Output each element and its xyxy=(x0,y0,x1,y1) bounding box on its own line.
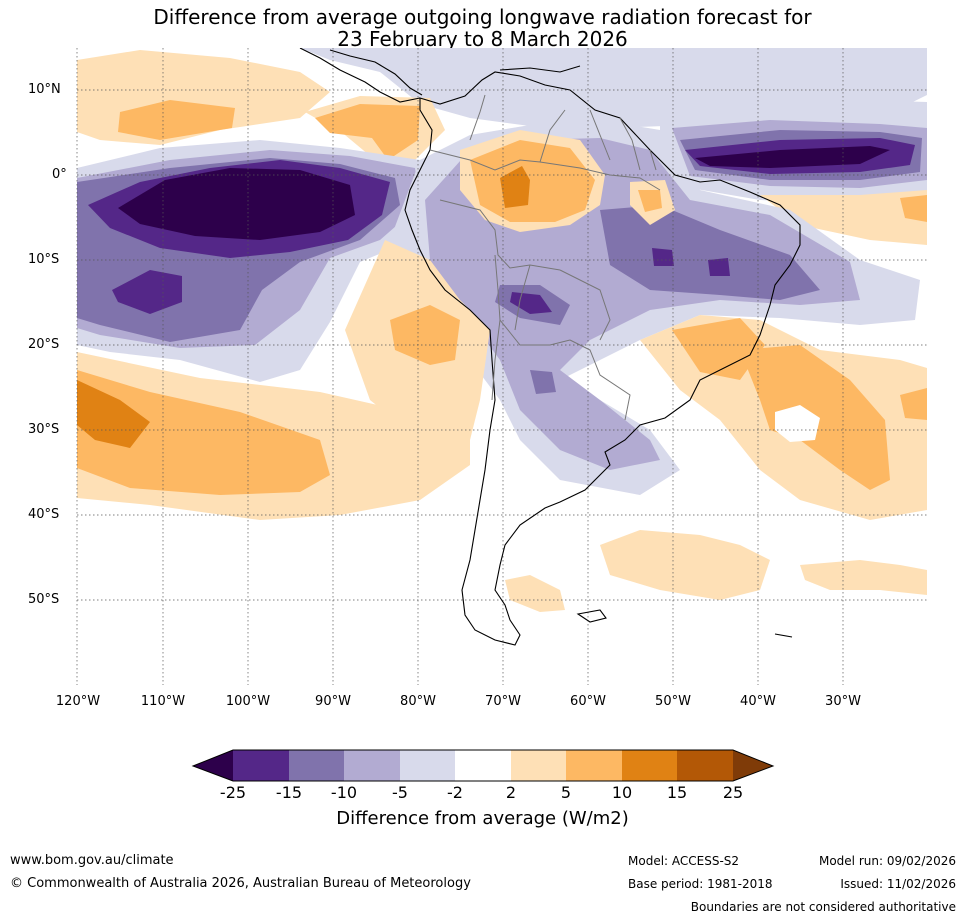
anomaly-region xyxy=(600,205,820,300)
lon-label: 120°W xyxy=(55,694,101,709)
colorbar-tick: -2 xyxy=(447,783,463,802)
colorbar-bin xyxy=(677,750,733,781)
lon-label: 40°W xyxy=(740,694,776,709)
anomaly-region xyxy=(760,190,927,245)
colorbar-bin xyxy=(511,750,566,781)
anomaly-region xyxy=(530,370,556,394)
anomaly-region xyxy=(708,258,730,276)
anomaly-region xyxy=(77,370,330,495)
anomaly-region xyxy=(315,104,420,160)
colorbar-bin xyxy=(400,750,455,781)
central-america-coastline xyxy=(329,49,423,96)
anomaly-fields xyxy=(77,48,927,612)
lat-label: 30°S xyxy=(28,422,60,437)
lat-label: 50°S xyxy=(28,592,60,607)
anomaly-region xyxy=(470,140,595,222)
colorbar-bin xyxy=(455,750,511,781)
anomaly-region xyxy=(900,388,927,420)
boundaries-disclaimer: Boundaries are not considered authoritat… xyxy=(690,900,956,914)
anomaly-region xyxy=(500,166,530,208)
issued-text: Issued: 11/02/2026 xyxy=(840,877,956,891)
anomaly-region xyxy=(775,405,820,442)
lat-label: 20°S xyxy=(28,337,60,352)
chart-title-line-1: Difference from average outgoing longwav… xyxy=(153,5,812,29)
anomaly-region xyxy=(118,168,355,240)
anomaly-region xyxy=(672,318,765,380)
caribbean-coastline xyxy=(499,65,581,73)
lon-label: 50°W xyxy=(655,694,691,709)
colorbar-tick: -5 xyxy=(392,783,408,802)
colorbar xyxy=(191,749,775,782)
colorbar-over-arrow xyxy=(733,750,773,781)
colorbar-bin xyxy=(622,750,677,781)
base-period-text: Base period: 1981-2018 xyxy=(628,877,773,891)
anomaly-region xyxy=(600,530,770,600)
colorbar-tick: 10 xyxy=(611,783,633,802)
anomaly-region xyxy=(505,575,565,612)
colorbar-bin xyxy=(289,750,344,781)
lon-label: 60°W xyxy=(570,694,606,709)
anomaly-region xyxy=(652,248,674,266)
lat-label: 10°N xyxy=(28,82,61,97)
lat-label: 10°S xyxy=(28,252,60,267)
chart-title-line-2: 23 February to 8 March 2026 xyxy=(337,27,628,51)
colorbar-under-arrow xyxy=(193,750,233,781)
colorbar-tick: -10 xyxy=(330,783,358,802)
website-link[interactable]: www.bom.gov.au/climate xyxy=(10,853,174,868)
lon-label: 90°W xyxy=(315,694,351,709)
model-text: Model: ACCESS-S2 xyxy=(628,854,740,868)
lon-label: 100°W xyxy=(225,694,271,709)
model-run-text: Model run: 09/02/2026 xyxy=(818,854,956,868)
colorbar-bin xyxy=(344,750,400,781)
colorbar-bin xyxy=(233,750,289,781)
lon-label: 80°W xyxy=(400,694,436,709)
anomaly-region xyxy=(77,380,150,448)
anomaly-region xyxy=(800,560,927,595)
colorbar-bin xyxy=(566,750,622,781)
anomaly-region xyxy=(638,190,662,212)
lon-label: 110°W xyxy=(140,694,186,709)
colorbar-tick: 2 xyxy=(505,783,517,802)
anomaly-region xyxy=(118,100,235,140)
south-america-coastline xyxy=(404,71,801,646)
lat-label: 40°S xyxy=(28,507,60,522)
anomaly-region xyxy=(390,305,460,365)
lon-label: 70°W xyxy=(485,694,521,709)
anomaly-region xyxy=(900,195,927,222)
central-america-coastline xyxy=(299,48,421,103)
colorbar-label: Difference from average (W/m2) xyxy=(336,808,629,829)
colorbar-tick: -15 xyxy=(275,783,303,802)
lat-label: 0° xyxy=(52,167,67,182)
copyright-text: © Commonwealth of Australia 2026, Austra… xyxy=(10,876,471,891)
coastlines xyxy=(299,48,801,646)
lon-label: 30°W xyxy=(825,694,861,709)
country-borders xyxy=(429,94,661,421)
colorbar-tick: 15 xyxy=(666,783,688,802)
anomaly-region xyxy=(695,146,890,168)
anomaly-region xyxy=(112,270,182,314)
colorbar-tick: -25 xyxy=(219,783,247,802)
falkland-coastline xyxy=(576,609,607,623)
colorbar-tick: 25 xyxy=(722,783,744,802)
south-georgia-coastline xyxy=(774,633,793,638)
colorbar-tick: 5 xyxy=(560,783,572,802)
